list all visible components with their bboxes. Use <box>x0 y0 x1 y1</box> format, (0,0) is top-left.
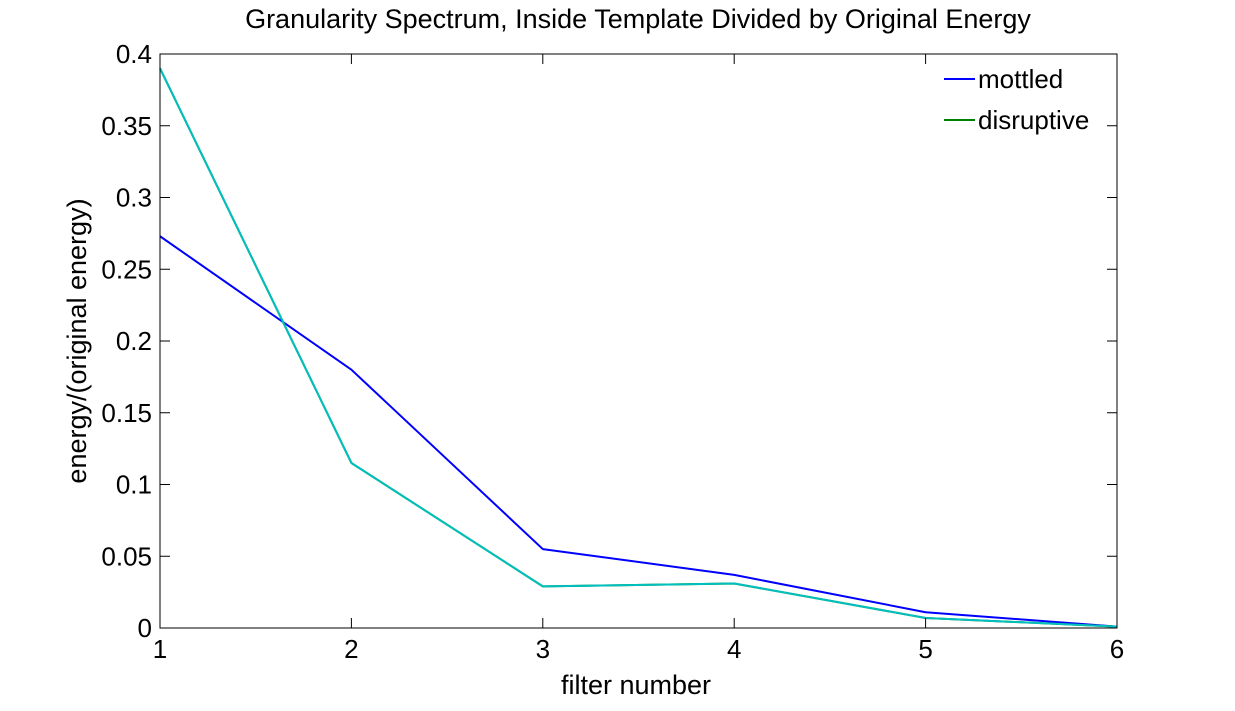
ticks-layer: 1 2 3 4 5 6 0 0.05 0.1 0.15 0.2 0.25 0.3 0.35 0.4 <box>101 39 1124 664</box>
y-tick-label: 0.15 <box>101 398 152 428</box>
x-tick-label: 4 <box>727 634 741 664</box>
plot-background <box>160 54 1117 628</box>
x-tick-label: 2 <box>344 634 358 664</box>
y-axis-title: energy/(original energy) <box>62 198 92 483</box>
x-axis-title: filter number <box>561 670 711 700</box>
x-tick-label: 3 <box>536 634 550 664</box>
y-tick-label: 0.05 <box>101 541 152 571</box>
y-tick-label: 0.1 <box>116 470 152 500</box>
series-line-1 <box>159 235 1118 628</box>
y-tick-label: 0.2 <box>116 326 152 356</box>
x-tick-label: 1 <box>153 634 167 664</box>
chart-title: Granularity Spectrum, Inside Template Di… <box>245 4 1031 34</box>
legend: mottled disruptive <box>944 64 1089 135</box>
x-tick-label: 5 <box>918 634 932 664</box>
y-tick-label: 0.4 <box>116 39 152 69</box>
y-tick-label: 0.35 <box>101 111 152 141</box>
legend-label-2: disruptive <box>978 105 1089 135</box>
y-tick-label: 0.3 <box>116 183 152 213</box>
x-tick-label: 6 <box>1110 634 1124 664</box>
legend-label-1: mottled <box>978 64 1063 94</box>
series-layer <box>159 67 1118 628</box>
y-tick-label: 0.25 <box>101 254 152 284</box>
y-tick-label: 0 <box>138 613 152 643</box>
series-line-3 <box>159 67 1118 628</box>
